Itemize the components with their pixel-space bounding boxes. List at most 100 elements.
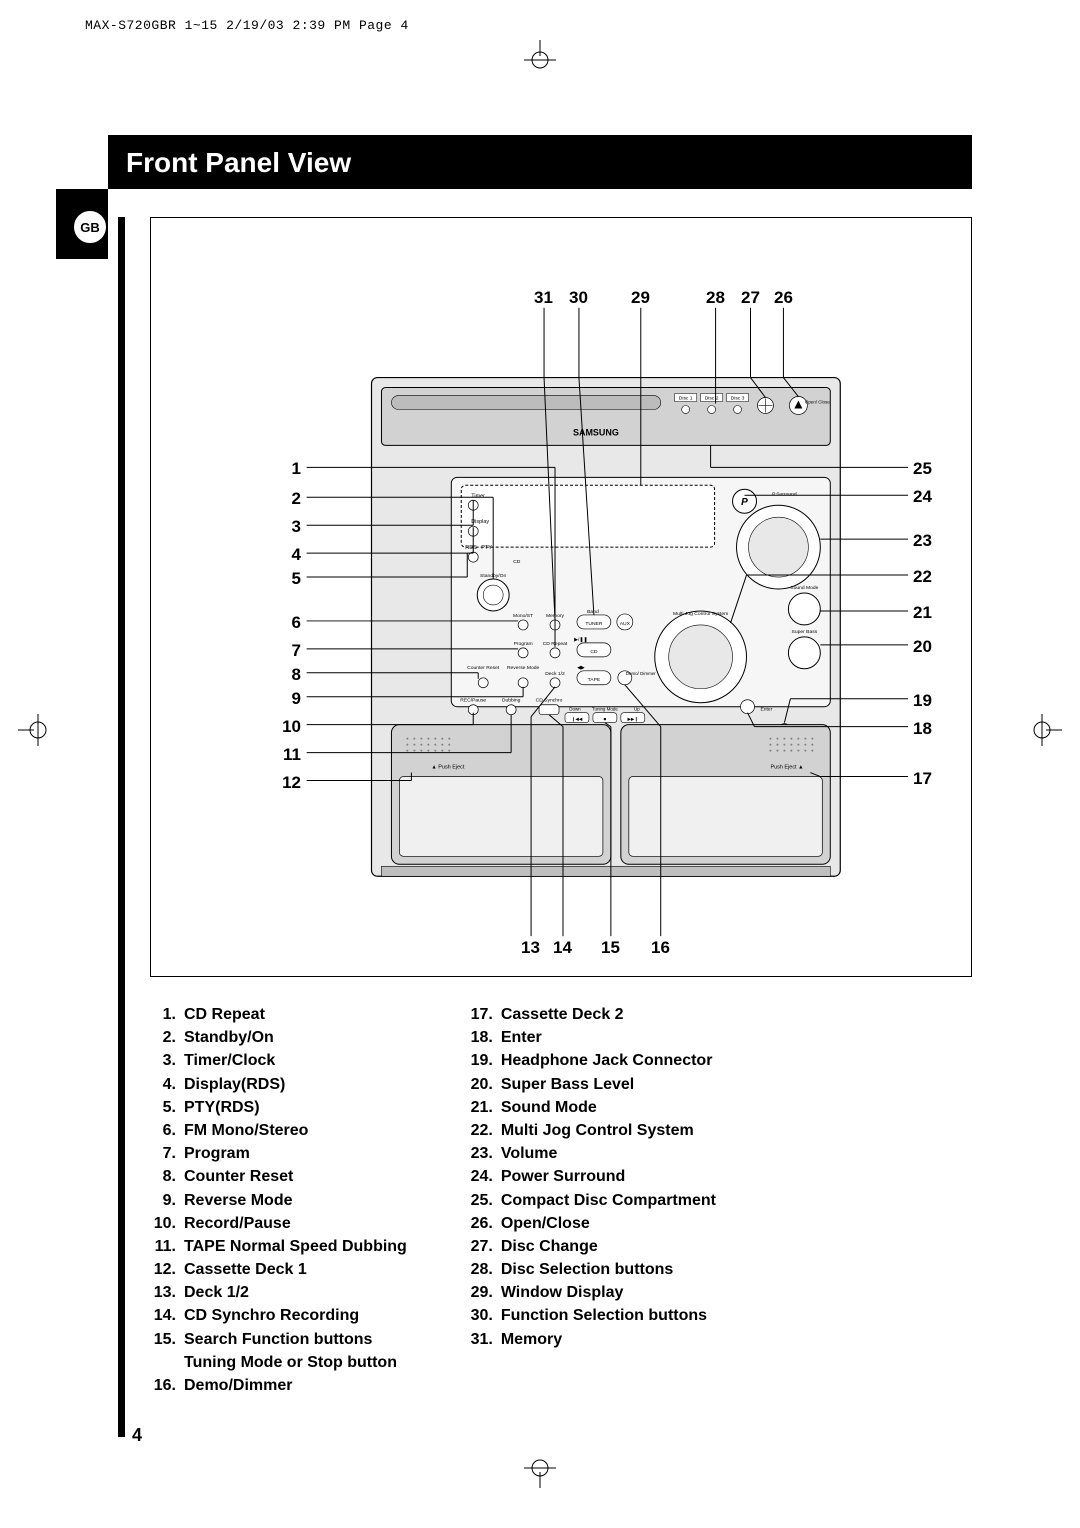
legend-item: 23.Volume — [501, 1142, 716, 1165]
callout-27: 27 — [741, 288, 760, 308]
svg-text:Multi Jog Control System: Multi Jog Control System — [673, 611, 728, 617]
side-rule — [118, 217, 125, 1437]
svg-text:REC/Pause: REC/Pause — [460, 698, 486, 704]
svg-text:Open/ Close: Open/ Close — [805, 400, 830, 405]
svg-text:PTY: PTY — [481, 545, 492, 551]
svg-text:Disc 3: Disc 3 — [731, 396, 745, 402]
svg-text:Deck 1/2: Deck 1/2 — [545, 671, 565, 677]
legend-item: 26.Open/Close — [501, 1212, 716, 1235]
svg-text:TUNER: TUNER — [585, 621, 603, 627]
svg-text:Counter Reset: Counter Reset — [467, 665, 500, 671]
svg-text:AUX: AUX — [620, 621, 631, 627]
callout-6: 6 — [277, 613, 301, 633]
legend-item: 20.Super Bass Level — [501, 1073, 716, 1096]
legend-item: 14.CD Synchro Recording — [184, 1304, 407, 1327]
svg-text:Tuning Mode: Tuning Mode — [592, 707, 618, 712]
legend-item: 30.Function Selection buttons — [501, 1304, 716, 1327]
svg-text:Disc 1: Disc 1 — [679, 396, 693, 402]
legend-item: 1.CD Repeat — [184, 1003, 407, 1026]
legend-item: 2.Standby/On — [184, 1026, 407, 1049]
callout-13: 13 — [521, 938, 540, 958]
callout-5: 5 — [277, 569, 301, 589]
svg-text:❙◀◀: ❙◀◀ — [572, 717, 583, 722]
svg-text:Demo/ Dimmer: Demo/ Dimmer — [626, 671, 657, 676]
callout-29: 29 — [631, 288, 650, 308]
legend-item: 28.Disc Selection buttons — [501, 1258, 716, 1281]
svg-text:Enter: Enter — [760, 707, 772, 713]
svg-text:P: P — [741, 497, 748, 508]
legend-item: 9.Reverse Mode — [184, 1189, 407, 1212]
legend-item: 25.Compact Disc Compartment — [501, 1189, 716, 1212]
callout-4: 4 — [277, 545, 301, 565]
svg-text:Program: Program — [514, 641, 533, 647]
legend: 1.CD Repeat2.Standby/On3.Timer/Clock4.Di… — [150, 1003, 972, 1397]
callout-30: 30 — [569, 288, 588, 308]
page-title: Front Panel View — [108, 135, 972, 189]
callout-8: 8 — [277, 665, 301, 685]
callout-21: 21 — [913, 603, 932, 623]
callout-9: 9 — [277, 689, 301, 709]
page-number: 4 — [132, 1425, 142, 1446]
callout-15: 15 — [601, 938, 620, 958]
svg-text:Sound Mode: Sound Mode — [790, 585, 818, 591]
legend-col-1: 1.CD Repeat2.Standby/On3.Timer/Clock4.Di… — [184, 1003, 407, 1397]
legend-item: 13.Deck 1/2 — [184, 1281, 407, 1304]
legend-item: 22.Multi Jog Control System — [501, 1119, 716, 1142]
legend-item: 16.Demo/Dimmer — [184, 1374, 407, 1397]
svg-text:Up: Up — [634, 707, 640, 712]
callout-20: 20 — [913, 637, 932, 657]
legend-item: 10.Record/Pause — [184, 1212, 407, 1235]
callout-24: 24 — [913, 487, 932, 507]
callout-19: 19 — [913, 691, 932, 711]
language-badge: GB — [72, 209, 108, 245]
callout-10: 10 — [277, 717, 301, 737]
svg-text:Push Eject ▲: Push Eject ▲ — [770, 765, 803, 771]
callout-17: 17 — [913, 769, 932, 789]
device-diagram: Disc 1 Disc 2 Disc 3 Open/ Close SAMSUNG… — [151, 218, 971, 976]
svg-text:Dubbing: Dubbing — [502, 698, 521, 704]
callout-11: 11 — [277, 745, 301, 765]
svg-text:CD: CD — [513, 559, 521, 565]
callout-16: 16 — [651, 938, 670, 958]
legend-item: 21.Sound Mode — [501, 1096, 716, 1119]
legend-item: 12.Cassette Deck 1 — [184, 1258, 407, 1281]
callout-28: 28 — [706, 288, 725, 308]
svg-text:Band: Band — [587, 609, 599, 615]
crop-mark-left — [18, 710, 58, 750]
svg-text:◀▶: ◀▶ — [577, 665, 585, 671]
svg-text:P.Surround: P.Surround — [772, 491, 797, 497]
callout-25: 25 — [913, 459, 932, 479]
legend-item: 17.Cassette Deck 2 — [501, 1003, 716, 1026]
crop-mark-top — [520, 40, 560, 80]
print-header: MAX-S720GBR 1~15 2/19/03 2:39 PM Page 4 — [85, 18, 409, 33]
svg-text:Timer: Timer — [471, 493, 485, 499]
callout-31: 31 — [534, 288, 553, 308]
svg-text:Mono/ST: Mono/ST — [513, 613, 533, 619]
crop-mark-bottom — [520, 1448, 560, 1488]
callout-18: 18 — [913, 719, 932, 739]
callout-12: 12 — [277, 773, 301, 793]
legend-item: 15.Search Function buttonsTuning Mode or… — [184, 1328, 407, 1374]
svg-text:SAMSUNG: SAMSUNG — [573, 427, 619, 437]
legend-item: 7.Program — [184, 1142, 407, 1165]
svg-text:Display: Display — [471, 519, 489, 525]
svg-text:TAPE: TAPE — [588, 677, 601, 683]
legend-item: 8.Counter Reset — [184, 1165, 407, 1188]
legend-item: 4.Display(RDS) — [184, 1073, 407, 1096]
callout-1: 1 — [277, 459, 301, 479]
svg-text:Super Bass: Super Bass — [792, 629, 818, 635]
svg-text:▲ Push Eject: ▲ Push Eject — [431, 765, 465, 771]
legend-item: 5.PTY(RDS) — [184, 1096, 407, 1119]
legend-col-2: 17.Cassette Deck 218.Enter19.Headphone J… — [501, 1003, 716, 1397]
legend-item: 18.Enter — [501, 1026, 716, 1049]
svg-text:Disc 2: Disc 2 — [705, 396, 719, 402]
callout-7: 7 — [277, 641, 301, 661]
legend-item: 6.FM Mono/Stereo — [184, 1119, 407, 1142]
legend-item: 24.Power Surround — [501, 1165, 716, 1188]
svg-text:■: ■ — [604, 717, 607, 722]
svg-text:Down: Down — [569, 707, 581, 712]
callout-14: 14 — [553, 938, 572, 958]
callout-3: 3 — [277, 517, 301, 537]
legend-item: 29.Window Display — [501, 1281, 716, 1304]
crop-mark-right — [1022, 710, 1062, 750]
